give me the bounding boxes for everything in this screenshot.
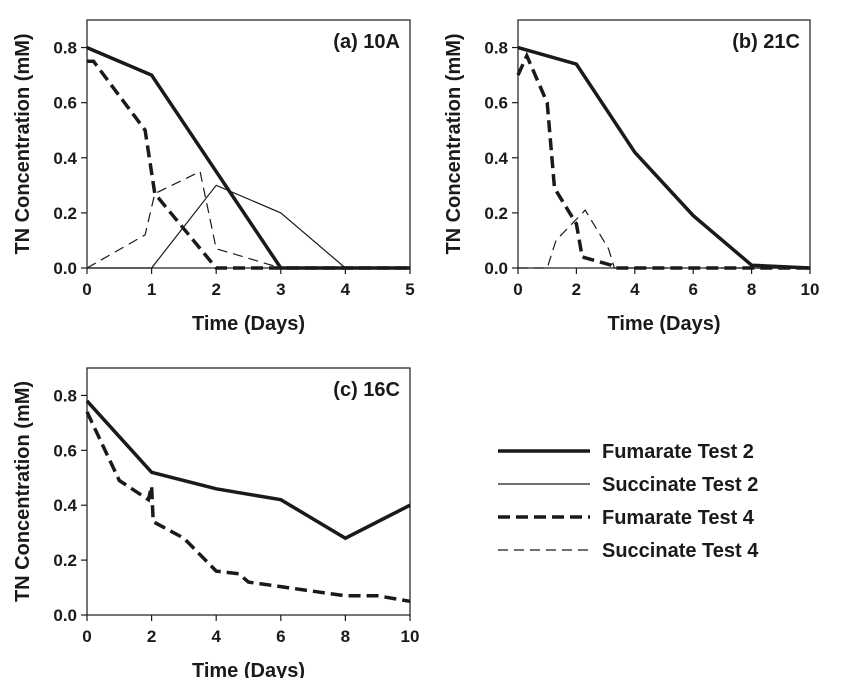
x-tick-label: 0 [82,627,91,646]
series-line-fumarate-test-2 [85,399,411,541]
legend-label-succinate-test-2: Succinate Test 2 [602,474,758,496]
x-tick-label: 1 [147,280,156,299]
legend-label-succinate-test-4: Succinate Test 4 [602,540,759,562]
y-tick-label: 0.2 [53,551,77,570]
y-tick-label: 0.6 [53,441,77,460]
legend-label-fumarate-test-2: Fumarate Test 2 [602,441,754,463]
y-axis-title: TN Concentration (mM) [443,33,465,254]
y-tick-label: 0.0 [484,259,508,278]
plot-frame [86,367,411,616]
panel-b: 0 2 4 6 8 10 0.0 0.2 0.4 0.6 0.8 Time (Days) TN Conc… [443,19,820,335]
series-line-succinate-test-2 [87,184,410,269]
panel-title: (c) 16C [333,379,400,401]
y-tick-label: 0.4 [53,496,77,515]
x-tick-label: 10 [401,627,420,646]
x-tick-label: 2 [572,280,581,299]
panel-c: 0 2 4 6 8 10 0.0 0.2 0.4 0.6 0.8 Time (Days) TN Conc… [12,367,420,678]
y-tick-label: 0.8 [484,39,508,58]
y-tick-label: 0.4 [53,149,77,168]
series-line-fumarate-test-2 [517,45,811,270]
x-tick-label: 8 [747,280,756,299]
series-line-succinate-test-4 [518,209,810,269]
y-tick-label: 0.2 [53,204,77,223]
x-axis-title: Time (Days) [192,660,305,678]
x-tick-label: 0 [513,280,522,299]
y-tick-label: 0.4 [484,149,508,168]
x-tick-label: 0 [82,280,91,299]
legend: Fumarate Test 2 Succinate Test 2 Fumarat… [498,441,759,562]
x-tick-label: 8 [341,627,350,646]
series-line-fumarate-test-4 [516,51,810,270]
x-axis-title: Time (Days) [192,313,305,335]
x-tick-label: 10 [801,280,820,299]
x-tick-label: 6 [276,627,285,646]
legend-label-fumarate-test-4: Fumarate Test 4 [602,507,755,529]
series-line-succinate-test-4 [86,170,410,269]
y-tick-label: 0.8 [53,39,77,58]
series-line-fumarate-test-4 [85,411,411,604]
plot-frame [86,19,411,269]
y-tick-label: 0.6 [484,94,508,113]
y-axis-title: TN Concentration (mM) [12,381,34,602]
chart-panels: 0 1 2 3 4 5 0.0 0.2 0.4 0.6 0.8 Time (Days) TN Conce… [12,19,820,678]
y-tick-label: 0.0 [53,259,77,278]
panel-a: 0 1 2 3 4 5 0.0 0.2 0.4 0.6 0.8 Time (Days) TN Conce… [12,19,415,335]
x-tick-label: 4 [630,280,640,299]
x-tick-label: 4 [211,627,221,646]
y-tick-label: 0.8 [53,386,77,405]
plot-frame [517,19,811,269]
x-tick-label: 2 [147,627,156,646]
x-axis-title: Time (Days) [607,313,720,335]
series-line-fumarate-test-4 [87,59,410,270]
y-tick-label: 0.0 [53,606,77,625]
panel-title: (b) 21C [732,31,800,53]
y-tick-label: 0.2 [484,204,508,223]
x-tick-label: 5 [405,280,414,299]
x-tick-label: 6 [688,280,697,299]
x-tick-label: 4 [341,280,351,299]
panel-title: (a) 10A [333,31,400,53]
x-tick-label: 2 [211,280,220,299]
x-tick-label: 3 [276,280,285,299]
series-line-fumarate-test-2 [86,45,410,270]
y-axis-title: TN Concentration (mM) [12,33,34,254]
y-tick-label: 0.6 [53,94,77,113]
